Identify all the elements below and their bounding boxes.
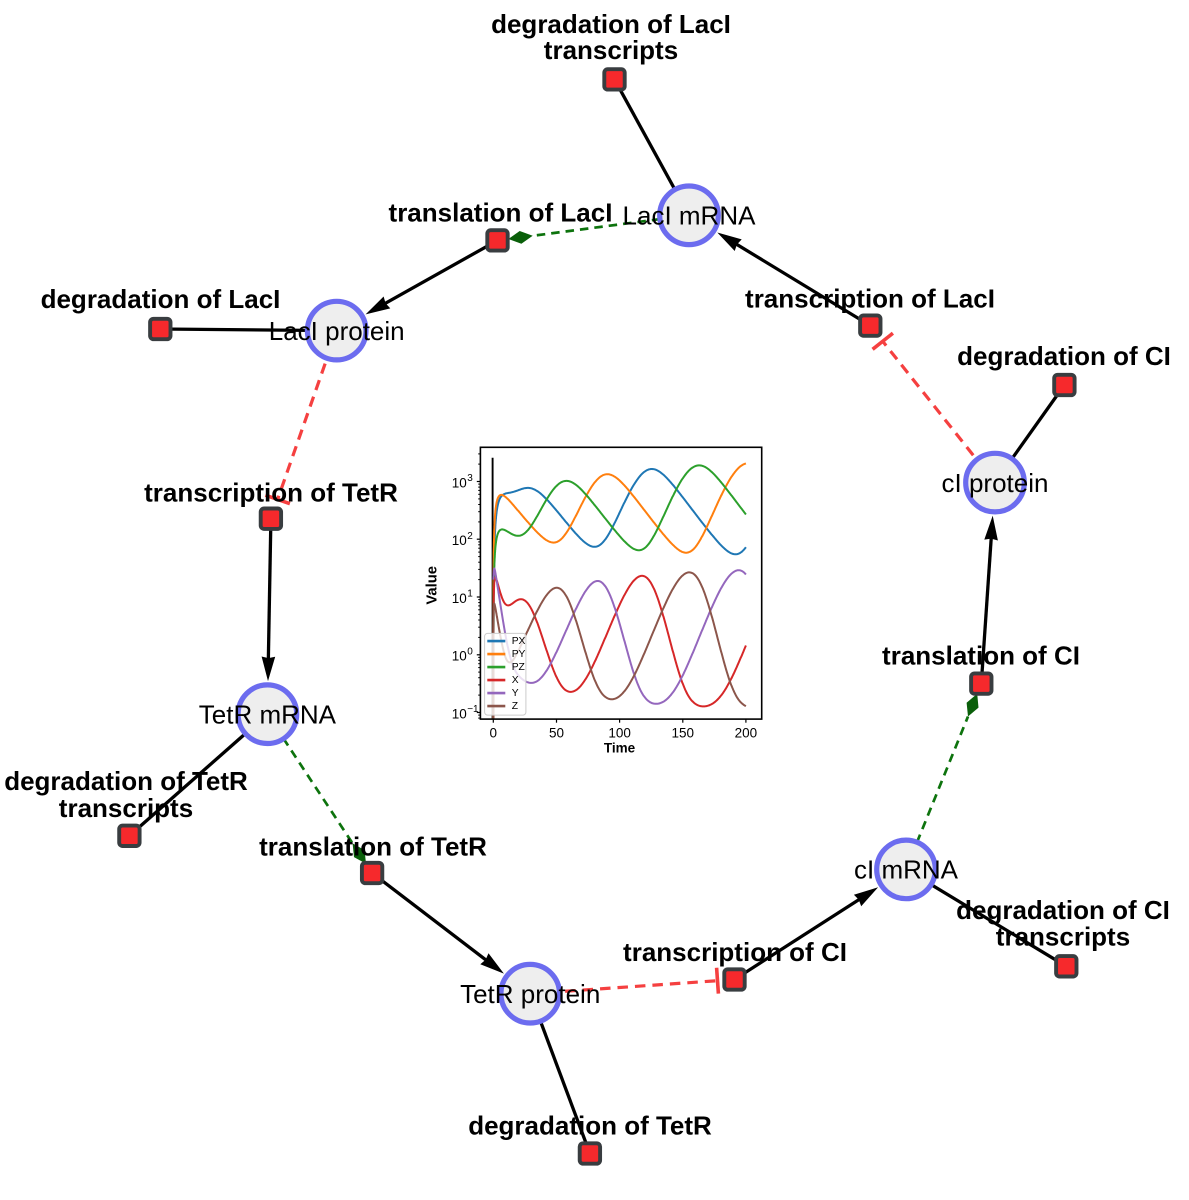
svg-text:LacI protein: LacI protein bbox=[269, 316, 405, 346]
svg-text:3: 3 bbox=[467, 473, 473, 484]
svg-text:10: 10 bbox=[452, 591, 467, 606]
svg-text:degradation of LacI: degradation of LacI bbox=[491, 9, 731, 39]
svg-text:200: 200 bbox=[735, 725, 758, 740]
svg-text:X: X bbox=[512, 675, 519, 686]
svg-text:degradation of LacI: degradation of LacI bbox=[41, 284, 281, 314]
svg-text:−1: −1 bbox=[467, 704, 479, 715]
svg-text:50: 50 bbox=[549, 725, 564, 740]
svg-text:100: 100 bbox=[608, 725, 631, 740]
svg-text:Value: Value bbox=[424, 566, 440, 605]
svg-text:transcription of LacI: transcription of LacI bbox=[745, 283, 995, 313]
svg-text:translation of CI: translation of CI bbox=[882, 641, 1080, 671]
svg-text:transcripts: transcripts bbox=[544, 35, 678, 65]
svg-text:10: 10 bbox=[452, 533, 467, 548]
svg-text:10: 10 bbox=[452, 649, 467, 664]
svg-text:cI mRNA: cI mRNA bbox=[854, 855, 959, 885]
svg-text:1: 1 bbox=[467, 589, 473, 600]
svg-text:Z: Z bbox=[512, 701, 518, 712]
svg-text:translation of LacI: translation of LacI bbox=[389, 197, 613, 227]
svg-text:TetR mRNA: TetR mRNA bbox=[199, 700, 337, 730]
svg-text:0: 0 bbox=[467, 647, 473, 658]
svg-text:translation of TetR: translation of TetR bbox=[259, 831, 487, 861]
svg-text:PY: PY bbox=[512, 649, 526, 660]
svg-text:TetR protein: TetR protein bbox=[460, 979, 600, 1009]
svg-text:transcription of CI: transcription of CI bbox=[623, 937, 847, 967]
svg-text:degradation of TetR: degradation of TetR bbox=[4, 766, 248, 796]
svg-text:0: 0 bbox=[490, 725, 498, 740]
svg-text:transcripts: transcripts bbox=[996, 922, 1130, 952]
svg-text:degradation of TetR: degradation of TetR bbox=[468, 1110, 712, 1140]
svg-text:degradation of CI: degradation of CI bbox=[957, 341, 1171, 371]
svg-text:150: 150 bbox=[672, 725, 695, 740]
svg-text:10: 10 bbox=[452, 475, 467, 490]
svg-text:degradation of CI: degradation of CI bbox=[956, 895, 1170, 925]
svg-text:Time: Time bbox=[604, 740, 636, 755]
svg-text:transcripts: transcripts bbox=[59, 793, 193, 823]
svg-text:Y: Y bbox=[512, 688, 519, 699]
svg-text:10: 10 bbox=[452, 706, 467, 721]
svg-text:PX: PX bbox=[512, 636, 526, 647]
svg-text:cI protein: cI protein bbox=[942, 468, 1049, 498]
svg-text:LacI mRNA: LacI mRNA bbox=[623, 201, 757, 231]
svg-text:transcription of TetR: transcription of TetR bbox=[144, 478, 398, 508]
svg-text:PZ: PZ bbox=[512, 662, 525, 673]
svg-text:2: 2 bbox=[467, 531, 473, 542]
